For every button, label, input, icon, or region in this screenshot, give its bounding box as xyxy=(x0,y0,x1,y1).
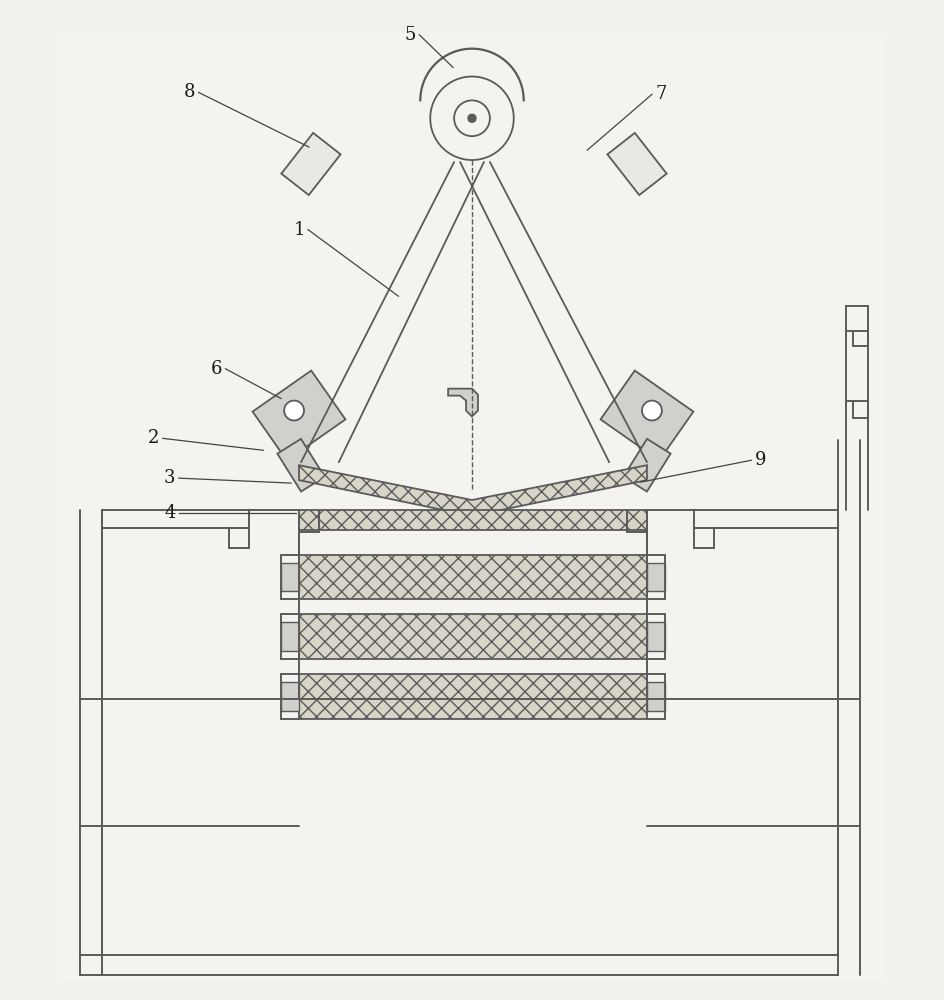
Polygon shape xyxy=(299,614,647,659)
Polygon shape xyxy=(647,622,665,651)
Text: 7: 7 xyxy=(655,85,666,103)
Polygon shape xyxy=(58,33,885,982)
Polygon shape xyxy=(281,133,341,195)
Polygon shape xyxy=(647,563,665,591)
Text: 2: 2 xyxy=(148,429,160,447)
Polygon shape xyxy=(299,555,647,599)
Polygon shape xyxy=(253,371,346,460)
Polygon shape xyxy=(281,682,299,711)
Text: 5: 5 xyxy=(405,26,416,44)
Text: 8: 8 xyxy=(184,83,195,101)
Polygon shape xyxy=(647,682,665,711)
Polygon shape xyxy=(278,439,325,492)
Text: 1: 1 xyxy=(294,221,305,239)
Text: 6: 6 xyxy=(211,360,222,378)
Polygon shape xyxy=(623,439,670,492)
Polygon shape xyxy=(281,622,299,651)
Polygon shape xyxy=(299,674,647,719)
Polygon shape xyxy=(299,465,647,516)
Polygon shape xyxy=(607,133,666,195)
Polygon shape xyxy=(299,510,647,530)
Text: 3: 3 xyxy=(164,469,176,487)
Circle shape xyxy=(642,401,662,420)
Circle shape xyxy=(468,114,476,122)
Polygon shape xyxy=(448,389,478,416)
Text: 9: 9 xyxy=(754,451,766,469)
Circle shape xyxy=(284,401,304,420)
Text: 4: 4 xyxy=(164,504,176,522)
Polygon shape xyxy=(281,563,299,591)
Polygon shape xyxy=(600,371,694,460)
